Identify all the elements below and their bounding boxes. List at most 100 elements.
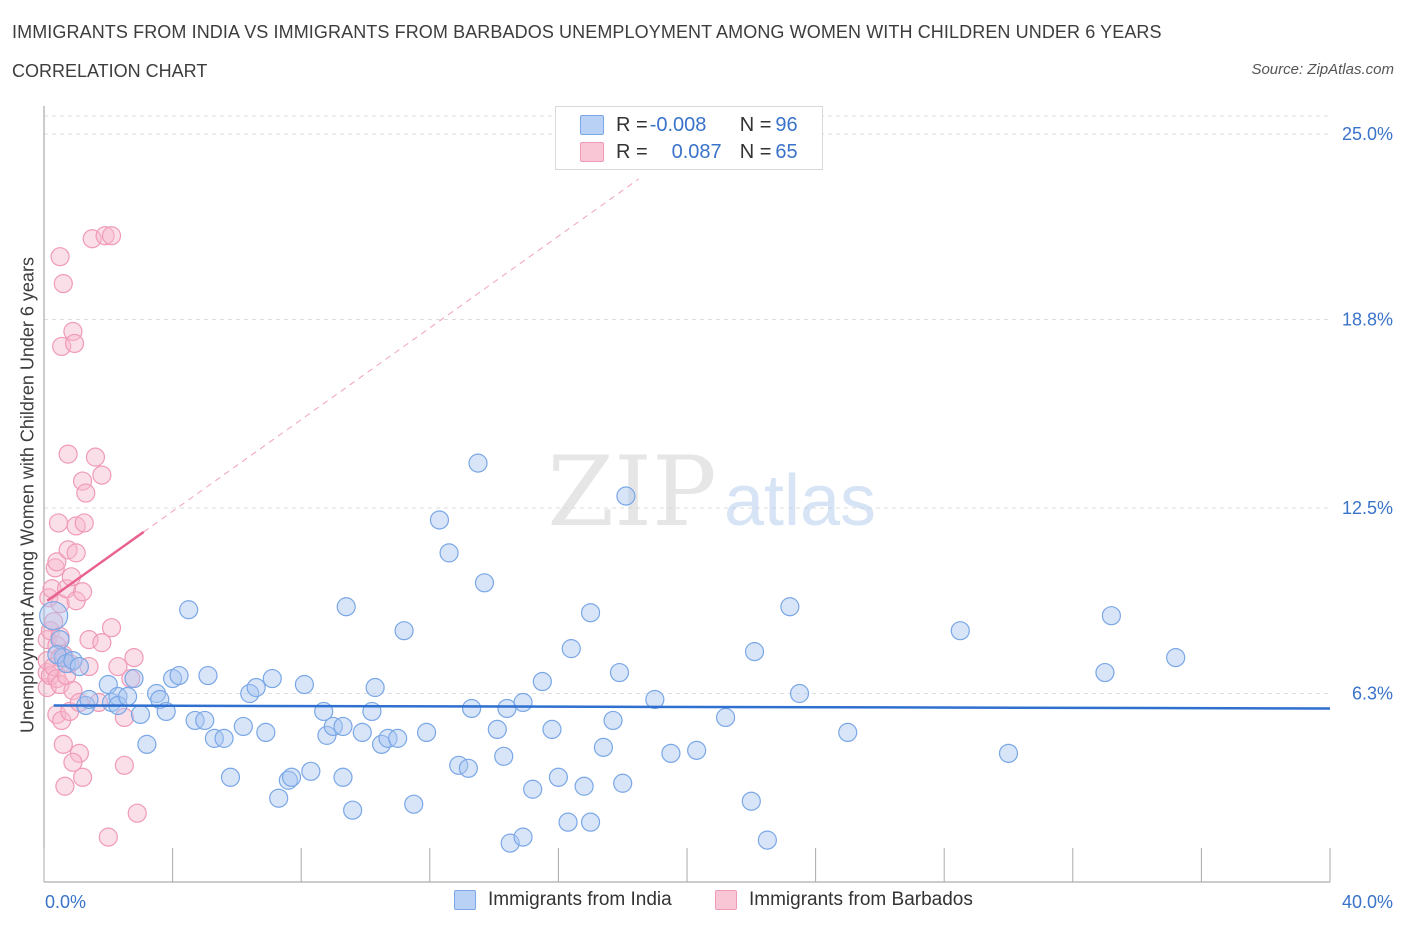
india-point — [365, 677, 385, 698]
india-point — [603, 710, 623, 731]
chart-subtitle: CORRELATION CHART — [12, 61, 208, 81]
barbados-point — [114, 755, 134, 775]
x-tick-label-min: 0.0% — [45, 892, 86, 912]
india-point — [461, 698, 482, 719]
india-point — [394, 621, 414, 641]
india-r-value: -0.008 — [649, 113, 707, 136]
barbados-point — [72, 471, 93, 491]
india-swatch — [580, 115, 604, 135]
barbados-point — [58, 444, 78, 464]
india-point — [185, 710, 205, 731]
india-point — [378, 728, 398, 748]
india-point — [998, 743, 1019, 763]
india-point — [416, 722, 437, 743]
india-point — [323, 716, 343, 737]
india-trend-line — [53, 704, 1331, 710]
india-point — [474, 573, 495, 593]
india-point — [278, 770, 298, 790]
barbados-point — [85, 447, 106, 467]
india-point — [79, 689, 99, 710]
india-point — [558, 812, 578, 832]
india-point — [532, 671, 552, 692]
barbados-point — [53, 274, 73, 294]
barbados-point — [92, 465, 112, 485]
barbados-point — [95, 226, 115, 246]
legend-row-india: R = -0.008 N = 96 — [580, 113, 798, 137]
india-point — [439, 543, 459, 563]
india-n-label: N = — [739, 113, 772, 136]
barbados-point — [48, 513, 69, 533]
barbados-point — [127, 803, 147, 823]
india-point — [169, 665, 189, 686]
india-point — [715, 707, 736, 728]
barbados-point — [101, 618, 122, 638]
india-point — [388, 728, 408, 748]
barbados-point — [98, 827, 118, 847]
barbados-point — [55, 776, 75, 796]
barbados-point — [47, 552, 67, 572]
india-point — [789, 683, 810, 704]
watermark-atlas: atlas — [724, 461, 876, 541]
india-point — [661, 743, 681, 763]
india-point — [741, 791, 761, 811]
india-point — [497, 698, 517, 719]
india-point — [609, 662, 630, 683]
barbados-point — [63, 680, 83, 701]
barbados-point — [50, 247, 70, 267]
india-point — [233, 716, 253, 737]
india-point — [513, 827, 533, 847]
india-point — [458, 758, 478, 778]
y-axis-label: Unemployment Among Women with Children U… — [17, 257, 38, 733]
india-point — [1101, 606, 1121, 626]
india-point — [117, 686, 138, 707]
india-point — [950, 621, 970, 641]
india-point — [214, 728, 234, 748]
y-tick-label: 12.5% — [1342, 498, 1393, 518]
india-point — [333, 767, 353, 787]
watermark: ZIP atlas — [547, 436, 876, 548]
barbados-point — [63, 321, 83, 342]
india-point — [580, 812, 601, 832]
india-point — [523, 779, 543, 799]
legend-item-india[interactable]: Immigrants from India — [454, 889, 672, 911]
axis-layer — [43, 106, 1331, 883]
india-point — [580, 603, 601, 623]
barbados-swatch — [580, 142, 604, 162]
barbados-trend-extension — [143, 178, 640, 533]
trend-layer — [46, 178, 1331, 710]
barbados-n-label: N = — [739, 140, 772, 163]
india-point — [513, 692, 533, 713]
barbados-point — [101, 226, 122, 246]
india-point-large — [39, 601, 69, 631]
barbados-r-value: 0.087 — [671, 140, 722, 163]
source-label: Source: ZipAtlas.com — [1251, 61, 1394, 78]
india-point — [124, 668, 144, 689]
india-point — [343, 800, 363, 820]
barbados-point — [72, 767, 93, 787]
barbados-point — [92, 633, 112, 653]
india-point — [204, 728, 224, 748]
barbados-r-label: R = — [616, 140, 648, 163]
barbados-legend-swatch — [715, 890, 737, 910]
india-point — [195, 710, 215, 731]
india-point — [561, 639, 581, 659]
india-point — [246, 677, 266, 698]
grid-layer — [44, 115, 1330, 695]
india-legend-label: Immigrants from India — [488, 889, 672, 910]
india-point — [1166, 647, 1186, 668]
barbados-point — [53, 734, 73, 754]
india-point — [687, 740, 707, 760]
india-point — [838, 722, 858, 743]
y-tick-label: 6.3% — [1352, 684, 1393, 704]
india-point — [69, 656, 89, 677]
barbados-point — [66, 543, 86, 563]
india-r-label: R = — [616, 113, 648, 136]
india-point — [542, 719, 562, 740]
legend-item-barbados[interactable]: Immigrants from Barbados — [715, 889, 973, 911]
india-point — [613, 773, 633, 793]
india-point — [262, 668, 282, 689]
india-point — [179, 600, 199, 620]
barbados-trend-line — [46, 530, 145, 602]
india-point — [548, 767, 569, 787]
y-tick-label: 18.8% — [1342, 310, 1393, 330]
